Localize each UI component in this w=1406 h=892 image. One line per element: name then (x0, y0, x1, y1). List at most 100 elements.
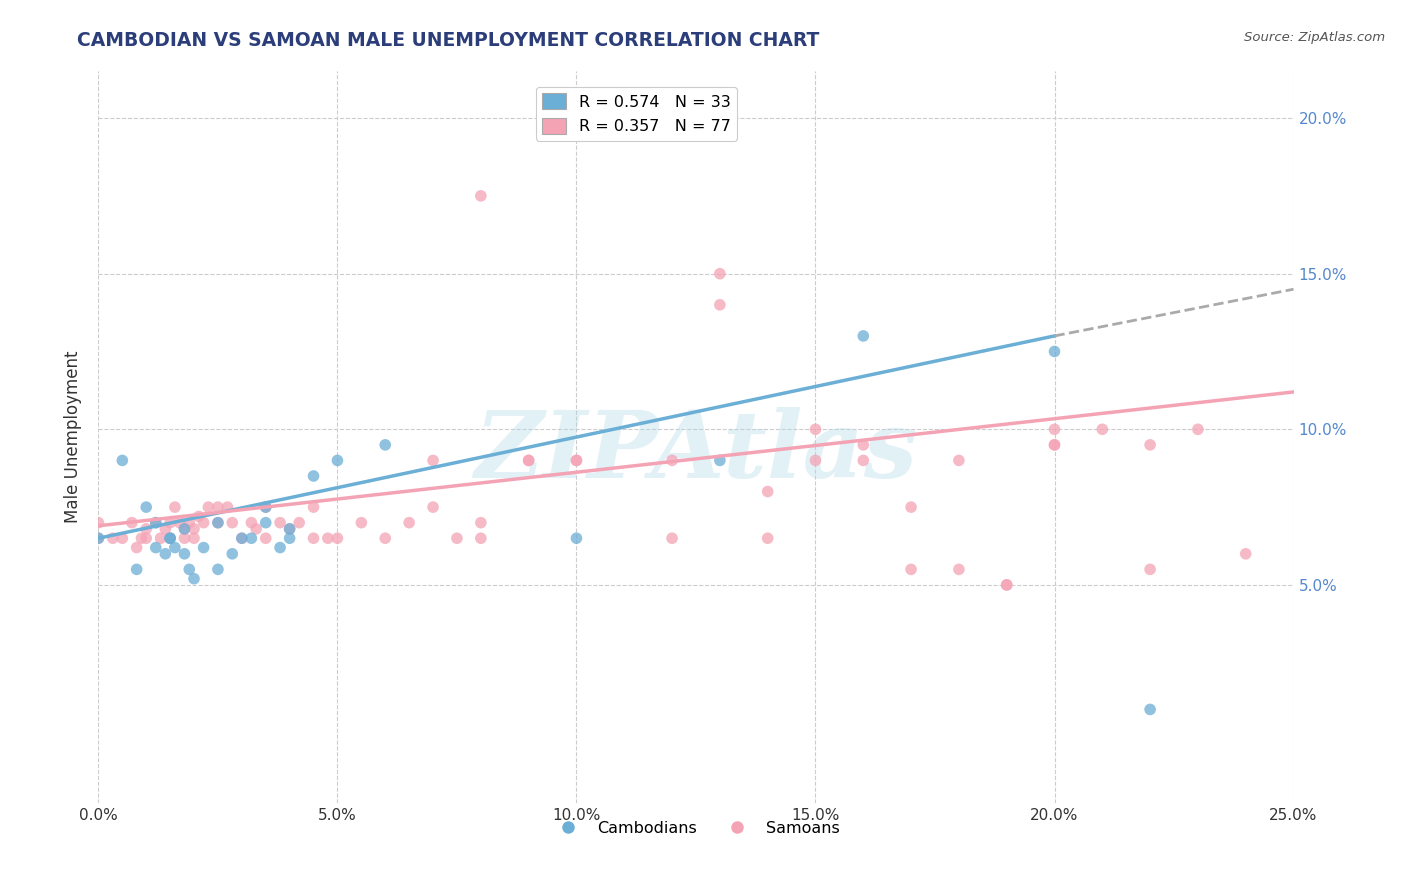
Point (661, 531, 683, 545)
Point (207, 516, 229, 530)
Point (179, 516, 201, 530)
Text: Source: ZipAtlas.com: Source: ZipAtlas.com (1244, 31, 1385, 45)
Point (326, 531, 349, 545)
Point (159, 531, 181, 545)
Point (135, 500, 157, 515)
Point (193, 541, 215, 555)
Point (254, 531, 277, 545)
Point (183, 522, 205, 536)
Point (1043, 422, 1066, 436)
Point (422, 453, 444, 467)
Point (231, 531, 253, 545)
Point (111, 531, 134, 545)
Point (131, 531, 153, 545)
Point (517, 453, 540, 467)
Point (470, 531, 492, 545)
Point (302, 531, 325, 545)
Legend: Cambodians, Samoans: Cambodians, Samoans (546, 814, 846, 842)
Point (207, 516, 229, 530)
Point (87, 531, 110, 545)
Point (155, 522, 177, 536)
Point (278, 522, 301, 536)
Text: ZIPAtlas: ZIPAtlas (474, 407, 918, 497)
Point (470, 516, 492, 530)
Point (101, 531, 124, 545)
Point (661, 453, 683, 467)
Point (900, 562, 922, 576)
Point (163, 500, 186, 515)
Point (87, 531, 110, 545)
Point (269, 516, 291, 530)
Point (565, 453, 588, 467)
Point (231, 531, 253, 545)
Point (470, 189, 492, 203)
Point (709, 267, 731, 281)
Point (422, 500, 444, 515)
Point (326, 453, 349, 467)
Point (1139, 702, 1161, 716)
Point (254, 500, 277, 515)
Point (183, 572, 205, 586)
Point (169, 516, 191, 530)
Point (173, 522, 195, 536)
Point (187, 509, 209, 524)
Point (350, 516, 373, 530)
Point (1043, 438, 1066, 452)
Point (159, 531, 181, 545)
Point (804, 453, 827, 467)
Point (155, 547, 177, 561)
Point (240, 531, 263, 545)
Point (221, 547, 243, 561)
Point (193, 516, 215, 530)
Point (302, 469, 325, 483)
Point (446, 531, 468, 545)
Point (948, 562, 970, 576)
Point (995, 578, 1018, 592)
Point (565, 453, 588, 467)
Point (1043, 438, 1066, 452)
Point (145, 516, 167, 530)
Point (173, 522, 195, 536)
Point (756, 531, 779, 545)
Point (269, 541, 291, 555)
Point (254, 500, 277, 515)
Point (245, 522, 267, 536)
Point (804, 422, 827, 436)
Point (254, 516, 277, 530)
Point (278, 531, 301, 545)
Point (125, 562, 148, 576)
Point (709, 298, 731, 312)
Point (173, 531, 195, 545)
Point (240, 516, 263, 530)
Point (948, 453, 970, 467)
Point (221, 516, 243, 530)
Point (756, 484, 779, 499)
Point (709, 453, 731, 467)
Point (900, 500, 922, 515)
Point (207, 500, 229, 515)
Point (149, 531, 172, 545)
Point (145, 541, 167, 555)
Point (302, 500, 325, 515)
Point (517, 453, 540, 467)
Point (565, 531, 588, 545)
Point (852, 453, 875, 467)
Point (1139, 562, 1161, 576)
Text: CAMBODIAN VS SAMOAN MALE UNEMPLOYMENT CORRELATION CHART: CAMBODIAN VS SAMOAN MALE UNEMPLOYMENT CO… (77, 31, 820, 50)
Point (173, 547, 195, 561)
Point (179, 562, 201, 576)
Point (278, 522, 301, 536)
Point (183, 531, 205, 545)
Point (1043, 344, 1066, 359)
Point (398, 516, 420, 530)
Point (316, 531, 339, 545)
Point (197, 500, 219, 515)
Point (995, 578, 1018, 592)
Point (111, 453, 134, 467)
Point (852, 438, 875, 452)
Point (217, 500, 239, 515)
Point (125, 541, 148, 555)
Point (207, 562, 229, 576)
Point (852, 329, 875, 343)
Point (135, 522, 157, 536)
